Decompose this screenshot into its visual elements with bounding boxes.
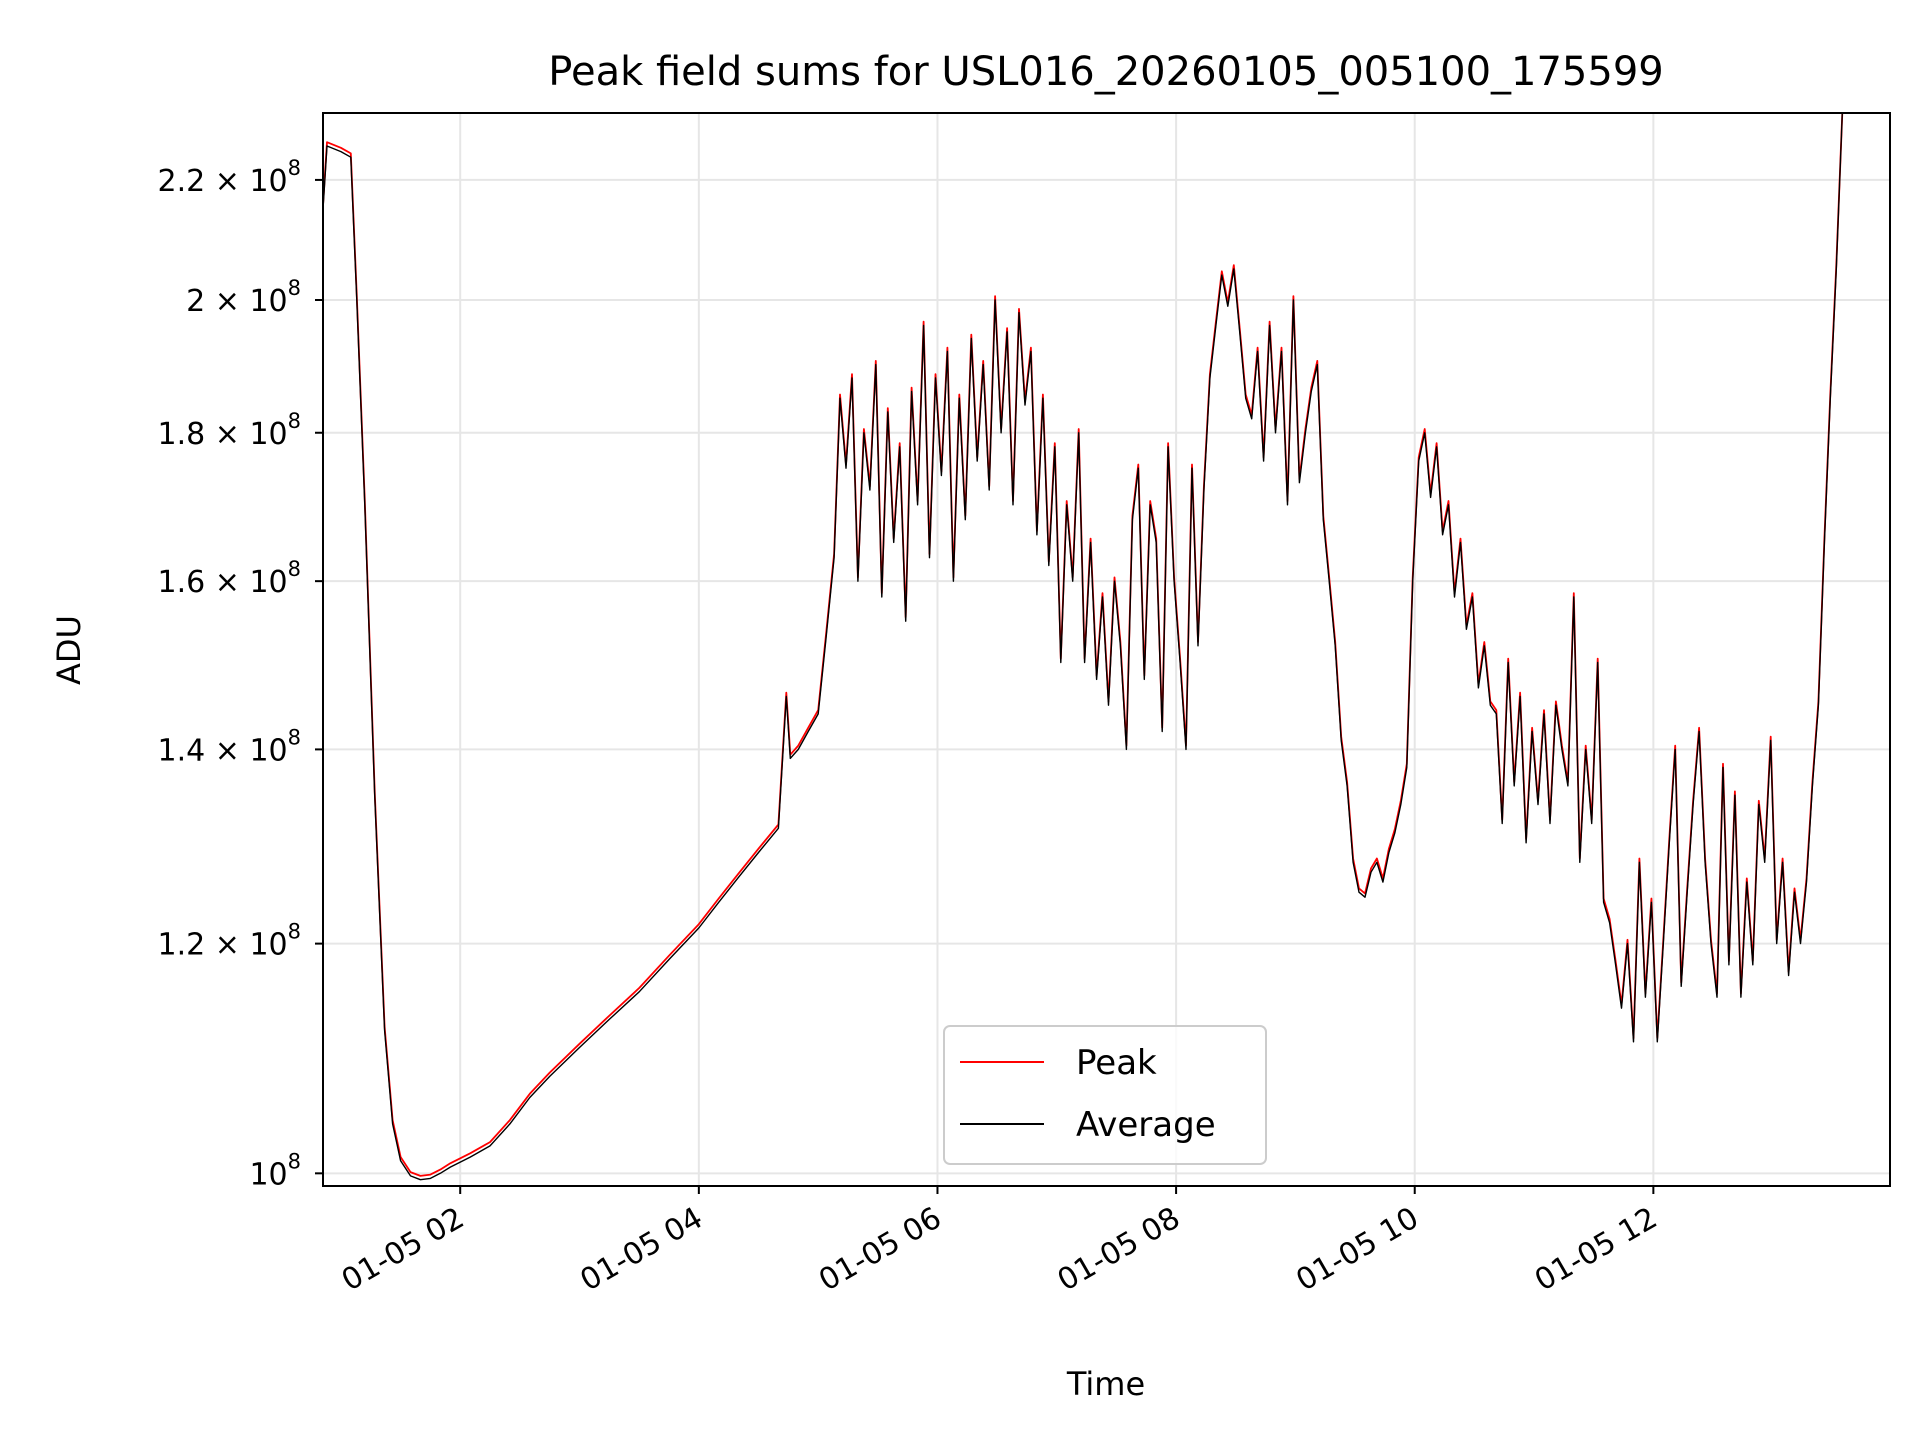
y-tick-exponent: 8: [288, 156, 301, 180]
y-tick-mantissa: 1.6 ×: [158, 565, 250, 600]
y-tick-label: 2 × 108: [186, 276, 301, 319]
y-tick-exponent: 8: [288, 276, 301, 300]
y-tick-mantissa: 2 ×: [186, 284, 249, 319]
y-tick-label: 1.4 × 108: [158, 725, 301, 768]
y-tick-label: 1.2 × 108: [158, 920, 301, 963]
y-tick-base: 10: [249, 284, 287, 319]
y-tick-label: 108: [249, 1149, 301, 1192]
y-tick-base: 10: [249, 1157, 287, 1192]
legend-label-average: Average: [1076, 1105, 1216, 1145]
y-tick-label: 2.2 × 108: [158, 156, 301, 199]
y-tick-base: 10: [249, 733, 287, 768]
plot-frame: [322, 112, 1891, 1187]
y-tick-mantissa: 1.2 ×: [158, 928, 250, 963]
chart-title: Peak field sums for USL016_20260105_0051…: [548, 49, 1663, 95]
x-axis-label: Time: [1066, 1365, 1145, 1403]
y-tick-exponent: 8: [288, 409, 301, 433]
y-tick-mantissa: 1.8 ×: [158, 417, 250, 452]
y-tick-base: 10: [249, 928, 287, 963]
legend-label-peak: Peak: [1076, 1043, 1157, 1083]
y-tick-exponent: 8: [288, 1149, 301, 1173]
y-tick-exponent: 8: [288, 557, 301, 581]
y-tick-exponent: 8: [288, 920, 301, 944]
legend: Peak Average: [943, 1025, 1267, 1165]
y-tick-base: 10: [249, 417, 287, 452]
y-axis-label: ADU: [50, 615, 88, 685]
legend-box: [943, 1025, 1267, 1165]
y-tick-mantissa: 1.4 ×: [158, 733, 250, 768]
y-tick-mantissa: 2.2 ×: [158, 164, 250, 199]
y-tick-label: 1.8 × 108: [158, 409, 301, 452]
y-tick-base: 10: [249, 164, 287, 199]
y-tick-base: 10: [249, 565, 287, 600]
series-line-average: [322, 112, 1843, 1181]
y-tick-label: 1.6 × 108: [158, 557, 301, 600]
grid: [323, 113, 1890, 1186]
y-tick-exponent: 8: [288, 725, 301, 749]
series-lines: [322, 112, 1844, 1181]
